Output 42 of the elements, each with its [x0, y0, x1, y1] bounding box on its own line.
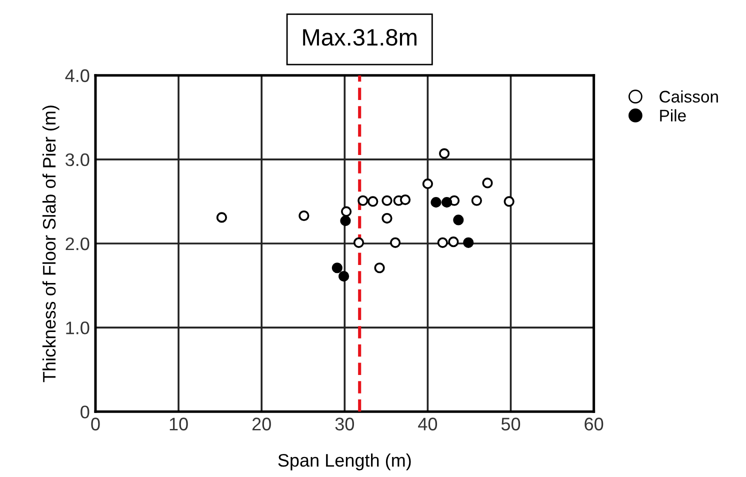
point — [341, 206, 352, 217]
point — [453, 214, 464, 226]
point — [437, 237, 448, 248]
y-tick-label: 4.0 — [65, 69, 90, 82]
y-tick-label: 1.0 — [66, 322, 90, 334]
point — [400, 194, 411, 206]
point — [471, 195, 482, 206]
point — [448, 236, 459, 248]
point — [442, 197, 452, 208]
x-tick-label: 10 — [170, 418, 188, 430]
x-tick-label: 60 — [584, 418, 604, 430]
legend-label: Pile — [660, 109, 686, 122]
legend-label: Caisson — [660, 90, 718, 103]
point — [368, 196, 378, 207]
x-axis-title: Span Length (m) — [278, 453, 411, 470]
point — [298, 210, 310, 222]
point — [340, 216, 351, 226]
y-axis-title: Thickness of Floor Slab of Pier (m) — [42, 106, 60, 382]
point — [332, 262, 342, 274]
y-tick-label: 0 — [80, 406, 90, 418]
point — [353, 237, 364, 248]
point — [439, 148, 450, 159]
y-tick-label: 3.0 — [66, 153, 90, 166]
point — [482, 178, 493, 188]
point — [358, 195, 368, 206]
x-tick-label: 0 — [91, 418, 100, 430]
y-tick-label: 2.0 — [66, 237, 90, 250]
ref-line-label: Max.31.8m — [303, 28, 416, 46]
point — [422, 178, 434, 190]
x-tick-label: 50 — [501, 418, 520, 430]
point — [504, 196, 514, 207]
point — [374, 262, 385, 274]
point — [338, 271, 350, 282]
x-tick-label: 20 — [252, 418, 271, 430]
point — [463, 237, 474, 248]
x-tick-label: 30 — [335, 418, 354, 430]
point — [430, 197, 442, 208]
x-tick-label: 40 — [418, 418, 438, 430]
point — [216, 212, 228, 223]
point — [382, 195, 392, 206]
point — [390, 237, 401, 248]
point — [382, 212, 392, 224]
